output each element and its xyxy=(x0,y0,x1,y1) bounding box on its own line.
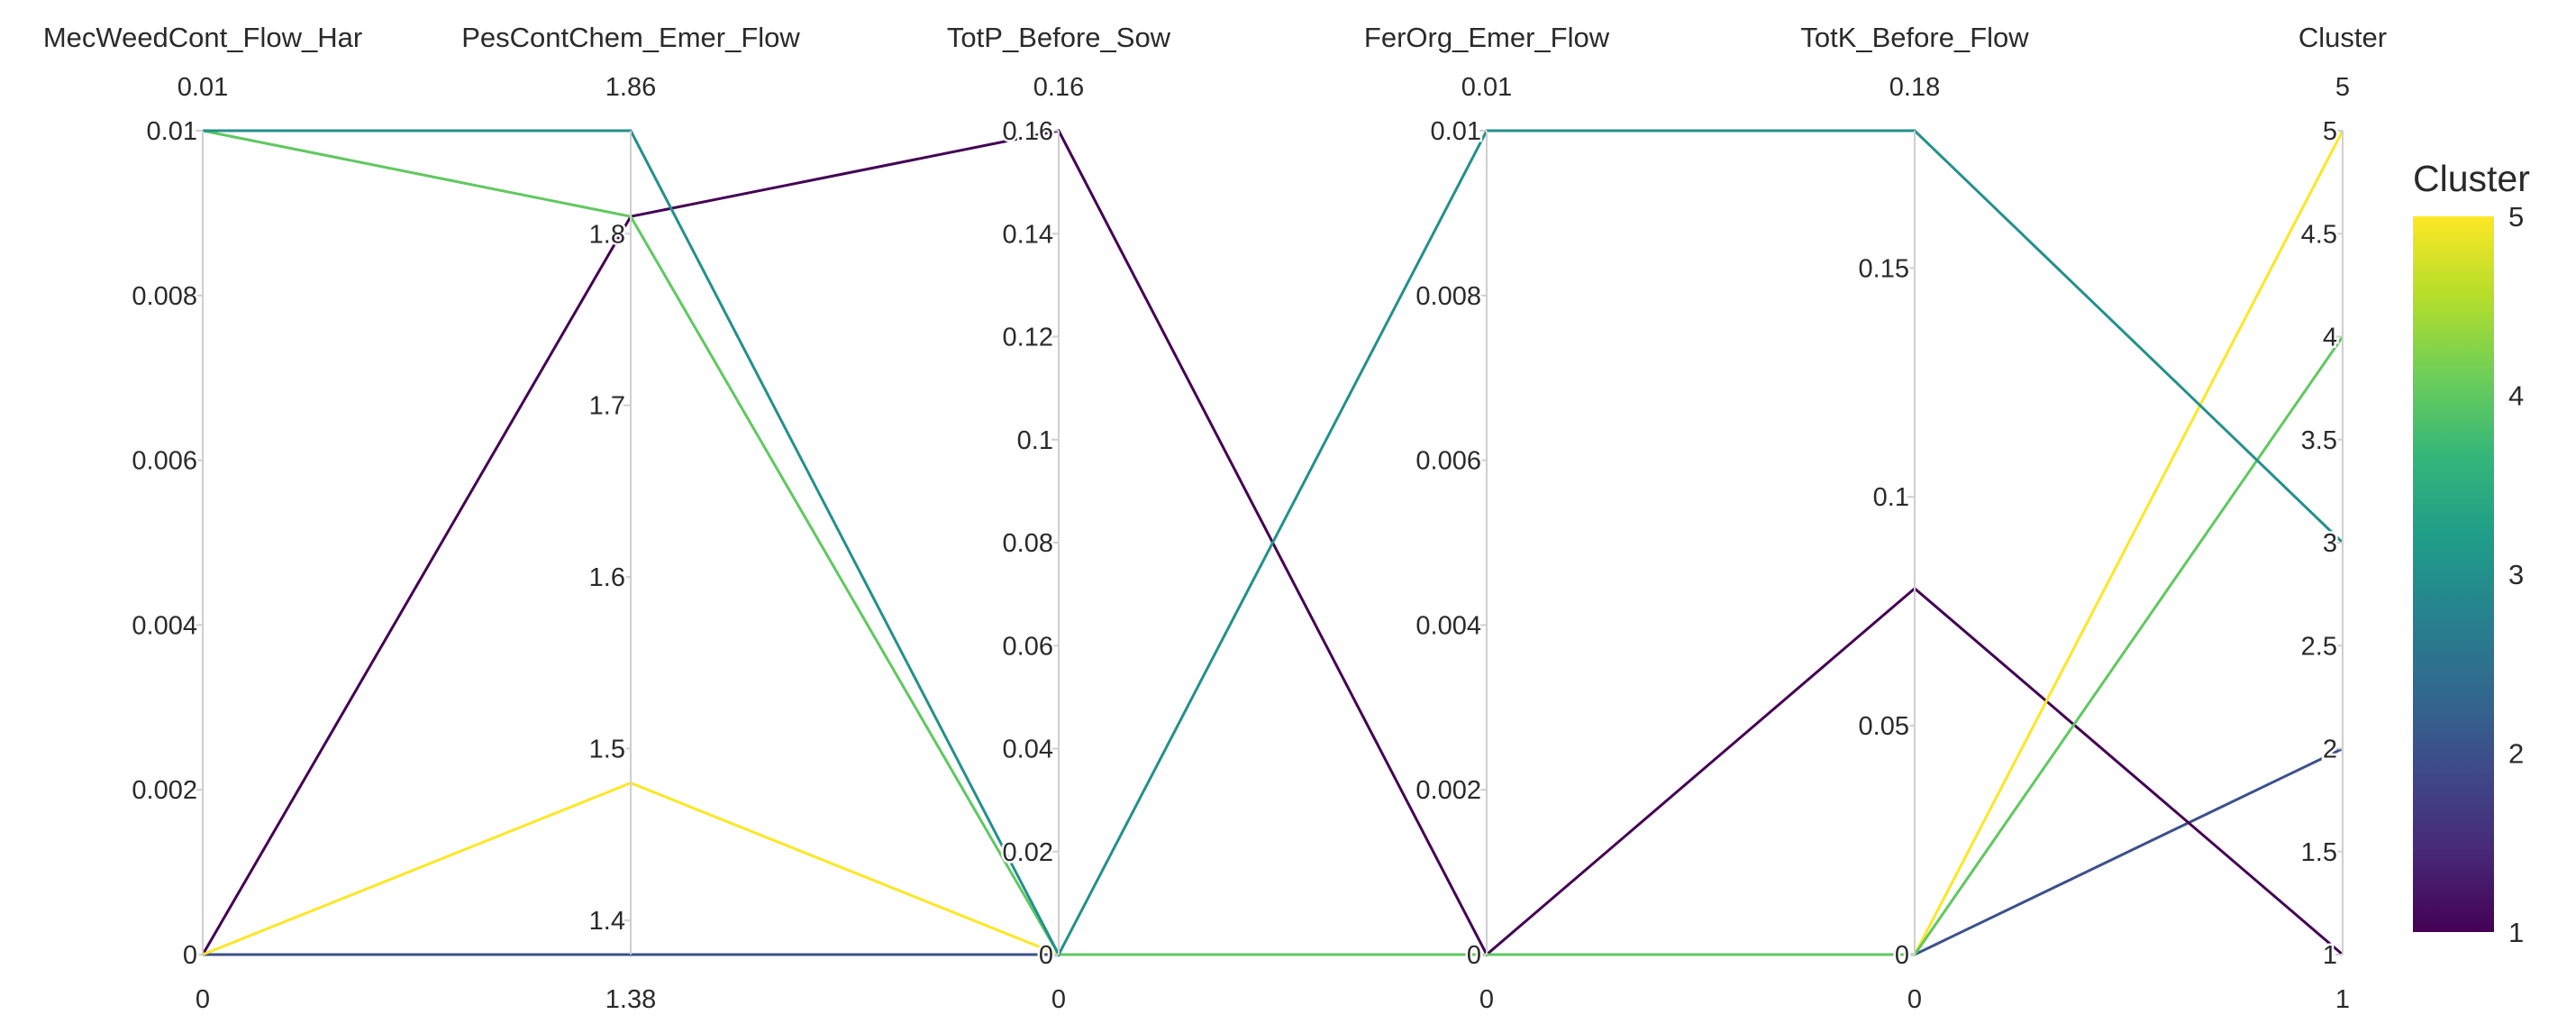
tick-label: 0 xyxy=(1895,941,1909,970)
tick-label: 0.006 xyxy=(1415,447,1481,476)
tick-label: 0.004 xyxy=(1415,611,1481,640)
tick-label: 0.16 xyxy=(1003,117,1053,146)
tick-label: 2.5 xyxy=(2301,632,2337,661)
axis-MecWeedCont_Flow_Har: 0 0.002 0.004 0.006 0.008 0.01 MecWeedCont_Flo… xyxy=(43,22,362,1014)
tick-label: 1.6 xyxy=(589,563,625,592)
tick-label: 0.008 xyxy=(1415,282,1481,311)
series-line-cluster-3 xyxy=(203,129,2344,958)
tick-label: 3 xyxy=(2323,529,2337,558)
tick-label: 0.01 xyxy=(147,117,197,146)
colorbar-tick-label: 2 xyxy=(2508,738,2524,770)
axis-min-label: 1.38 xyxy=(605,985,656,1014)
colorbar: Cluster 1 2 3 4 5 xyxy=(2413,158,2530,948)
axis-PesContChem_Emer_Flow: 1.4 1.5 1.6 1.7 1.8 PesContChem_Emer_Flow 1.86… xyxy=(461,22,800,1014)
axis-max-label: 5 xyxy=(2335,73,2350,102)
colorbar-gradient xyxy=(2413,216,2494,932)
axis-FerOrg_Emer_Flow: 0 0.002 0.004 0.006 0.008 0.01 FerOrg_Emer_Flo… xyxy=(1364,22,1610,1014)
tick-label: 0.1 xyxy=(1017,426,1053,455)
tick-label: 0.01 xyxy=(1431,117,1481,146)
series-lines xyxy=(201,129,2344,958)
tick-label: 0.008 xyxy=(132,282,197,311)
axis-Cluster: 1 1.5 2 2.5 3 3.5 4 4.5 5 Cluster 5 1 xyxy=(2298,22,2387,1014)
axis-min-label: 0 xyxy=(196,985,210,1014)
tick-label: 5 xyxy=(2323,117,2337,146)
tick-label: 4 xyxy=(2323,324,2337,352)
tick-label: 0.04 xyxy=(1003,736,1053,764)
tick-label: 0 xyxy=(1467,941,1481,970)
tick-label: 0.06 xyxy=(1003,632,1053,661)
tick-label: 3.5 xyxy=(2301,426,2337,455)
tick-label: 0.08 xyxy=(1003,529,1053,558)
tick-label: 1 xyxy=(2323,941,2337,970)
colorbar-tick-label: 1 xyxy=(2508,917,2524,948)
axis-min-label: 0 xyxy=(1479,985,1494,1014)
tick-label: 0.14 xyxy=(1003,220,1053,249)
axis-title[interactable]: FerOrg_Emer_Flow xyxy=(1364,22,1610,53)
tick-label: 1.5 xyxy=(2301,838,2337,867)
axis-title[interactable]: Cluster xyxy=(2298,22,2387,53)
tick-label: 2 xyxy=(2323,736,2337,764)
tick-label: 0.004 xyxy=(132,611,197,640)
axis-title[interactable]: TotP_Before_Sow xyxy=(947,22,1171,53)
colorbar-tick-label: 5 xyxy=(2508,201,2524,233)
tick-label: 1.5 xyxy=(589,736,625,764)
colorbar-tick-label: 3 xyxy=(2508,559,2524,590)
tick-label: 1.7 xyxy=(589,392,625,421)
tick-label: 0.15 xyxy=(1859,254,1909,283)
tick-label: 1.8 xyxy=(589,220,625,249)
series-line-cluster-4 xyxy=(202,129,2344,956)
axis-max-label: 0.01 xyxy=(1461,73,1512,102)
tick-label: 0.02 xyxy=(1003,838,1053,867)
series-line-cluster-2 xyxy=(203,747,2344,956)
axis-title[interactable]: MecWeedCont_Flow_Har xyxy=(43,22,362,53)
axis-TotP_Before_Sow: 0 0.02 0.04 0.06 0.08 0.1 0.12 0.14 0.16 TotP_Bef… xyxy=(947,22,1171,1014)
axis-title[interactable]: TotK_Before_Flow xyxy=(1800,22,2029,53)
tick-label: 0 xyxy=(1039,941,1053,970)
axis-max-label: 1.86 xyxy=(605,73,656,102)
tick-label: 0.002 xyxy=(1415,776,1481,805)
tick-label: 0.1 xyxy=(1873,483,1909,512)
tick-label: 4.5 xyxy=(2301,220,2337,249)
axis-max-label: 0.16 xyxy=(1033,73,1084,102)
axis-title[interactable]: PesContChem_Emer_Flow xyxy=(461,22,800,53)
tick-label: 0 xyxy=(183,941,197,970)
colorbar-title: Cluster xyxy=(2413,158,2530,199)
tick-label: 0.05 xyxy=(1859,712,1909,741)
axis-min-label: 0 xyxy=(1051,985,1066,1014)
tick-label: 0.006 xyxy=(132,447,197,476)
tick-label: 0.002 xyxy=(132,776,197,805)
tick-label: 1.4 xyxy=(589,907,625,936)
colorbar-tick-label: 4 xyxy=(2508,380,2524,412)
axis-max-label: 0.01 xyxy=(177,73,228,102)
axis-TotK_Before_Flow: 0 0.05 0.1 0.15 TotK_Before_Flow 0.18 0 xyxy=(1800,22,2029,1014)
axis-min-label: 0 xyxy=(1907,985,1922,1014)
axis-min-label: 1 xyxy=(2335,985,2350,1014)
axes: 0 0.002 0.004 0.006 0.008 0.01 MecWeedCont_Flo… xyxy=(43,22,2387,1014)
axis-max-label: 0.18 xyxy=(1889,73,1940,102)
tick-label: 0.12 xyxy=(1003,324,1053,352)
